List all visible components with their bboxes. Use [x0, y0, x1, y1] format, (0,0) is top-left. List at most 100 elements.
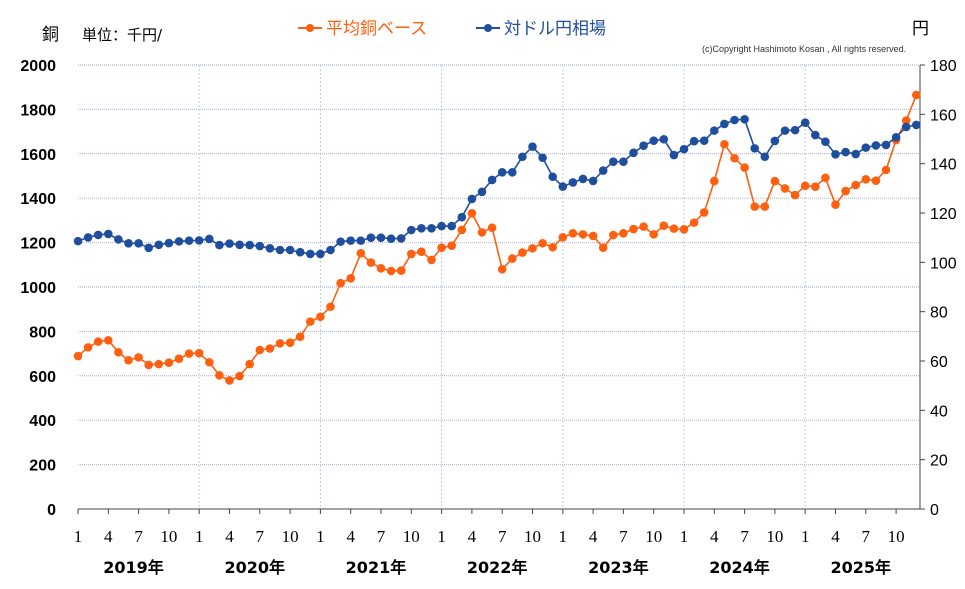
data-point: [93, 337, 103, 346]
data-point: [275, 339, 285, 348]
data-point: [225, 376, 234, 385]
data-point: [164, 238, 174, 248]
month-tick-label: 10: [645, 527, 662, 546]
data-point: [770, 136, 780, 146]
data-point: [174, 237, 184, 246]
data-point: [457, 225, 467, 235]
data-point: [417, 247, 426, 257]
data-point: [285, 245, 295, 255]
data-point: [447, 241, 457, 251]
data-point: [295, 332, 305, 342]
data-point: [164, 358, 174, 368]
data-point: [487, 223, 497, 233]
data-point: [134, 239, 143, 248]
data-point: [487, 175, 497, 185]
data-point: [235, 371, 244, 381]
data-point: [93, 230, 103, 240]
legend-marker-yen: [484, 24, 492, 32]
month-tick-label: 7: [619, 527, 628, 546]
right-tick-label: 20: [930, 453, 948, 470]
data-point: [770, 176, 780, 186]
data-point: [720, 139, 729, 149]
data-point: [386, 266, 396, 276]
data-point: [457, 212, 467, 222]
year-label: 2019年: [103, 558, 164, 577]
data-point: [568, 228, 578, 238]
left-tick-label: 0: [47, 502, 56, 519]
data-point: [780, 184, 790, 193]
data-point: [407, 249, 416, 259]
data-point: [730, 115, 739, 125]
month-tick-label: 4: [104, 527, 113, 546]
data-point: [871, 141, 881, 150]
right-tick-label: 160: [930, 107, 957, 124]
year-label: 2023年: [588, 558, 649, 577]
data-point: [295, 247, 305, 257]
data-point: [669, 224, 679, 233]
data-point: [629, 148, 638, 158]
data-point: [245, 240, 254, 250]
data-point: [376, 233, 386, 242]
data-point: [437, 243, 446, 253]
data-point: [649, 136, 658, 146]
data-point: [114, 347, 123, 357]
data-point: [821, 137, 830, 147]
month-tick-label: 4: [710, 527, 719, 546]
data-point: [336, 237, 345, 246]
year-label: 2025年: [830, 558, 891, 577]
series-layer: [73, 90, 921, 385]
data-point: [154, 240, 164, 250]
data-point: [619, 157, 628, 166]
data-point: [800, 181, 810, 191]
data-point: [346, 236, 356, 245]
data-point: [124, 355, 133, 365]
data-point: [154, 359, 164, 369]
right-tick-label: 140: [930, 157, 957, 174]
legend-item-yen: 対ドル円相場: [476, 19, 606, 39]
data-point: [578, 230, 588, 239]
left-tick-label: 1000: [20, 280, 56, 297]
data-point: [558, 232, 568, 242]
left-tick-label: 1600: [20, 147, 56, 164]
data-point: [356, 248, 366, 258]
data-point: [144, 360, 153, 370]
data-point: [518, 248, 527, 257]
data-point: [740, 114, 749, 124]
data-point: [689, 218, 699, 227]
right-tick-label: 0: [930, 502, 939, 519]
data-point: [114, 235, 123, 244]
left-tick-label: 2000: [20, 58, 56, 75]
unit-label: 単位：千円/: [82, 26, 163, 44]
data-point: [851, 149, 860, 159]
data-point: [447, 221, 457, 231]
data-point: [538, 153, 547, 163]
month-tick-label: 1: [680, 527, 689, 546]
data-point: [265, 344, 275, 353]
data-point: [841, 186, 850, 196]
data-point: [184, 236, 194, 245]
data-point: [760, 152, 770, 162]
data-point: [609, 157, 618, 166]
data-point: [881, 165, 891, 175]
data-point: [285, 338, 295, 348]
data-point: [548, 172, 557, 182]
month-tick-label: 1: [195, 527, 204, 546]
data-point: [477, 228, 487, 237]
data-point: [194, 236, 204, 245]
legend-label-copper: 平均銅ベース: [326, 19, 427, 39]
month-tick-label: 7: [256, 527, 265, 546]
left-tick-label: 400: [29, 413, 56, 430]
data-point: [396, 234, 406, 243]
data-point: [255, 241, 265, 251]
data-point: [366, 258, 376, 267]
data-point: [326, 302, 335, 312]
data-point: [316, 249, 325, 259]
data-point: [790, 125, 800, 135]
data-point: [619, 228, 628, 238]
data-point: [679, 144, 689, 154]
data-point: [710, 126, 719, 135]
data-point: [124, 239, 133, 248]
data-point: [912, 120, 921, 130]
data-point: [518, 152, 527, 162]
data-point: [568, 178, 578, 187]
